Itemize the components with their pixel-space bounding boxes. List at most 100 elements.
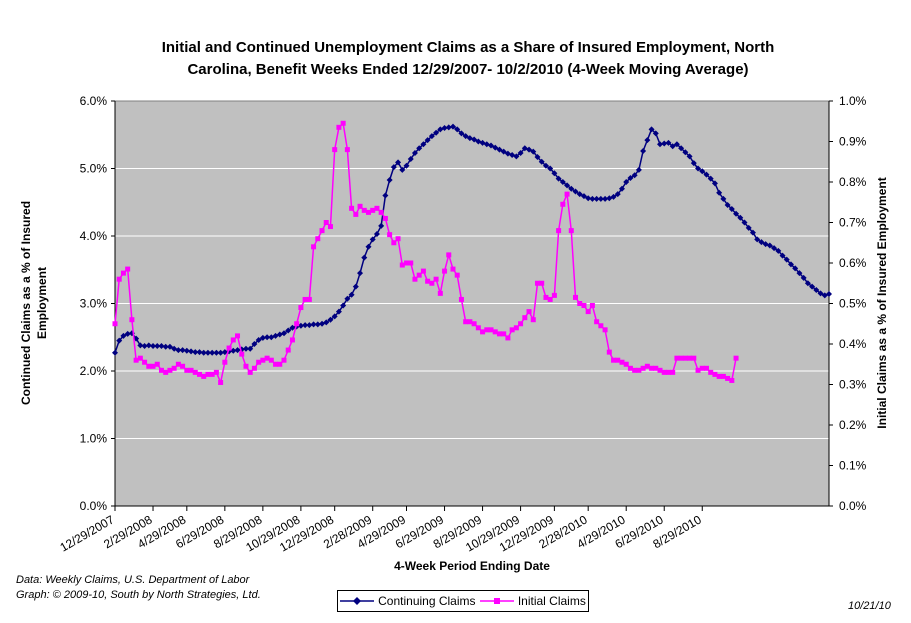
left-axis-tick-labels: 0.0% 1.0% 2.0% 3.0% 4.0% 5.0% 6.0% — [80, 94, 116, 513]
chart-legend: Continuing Claims Initial Claims — [337, 590, 589, 612]
date-stamp: 10/21/10 — [848, 600, 891, 612]
data-point — [441, 125, 448, 131]
left-axis-tick-label: 5.0% — [80, 162, 108, 176]
data-point — [217, 349, 224, 356]
right-axis-tick-label: 0.3% — [839, 378, 867, 392]
data-point — [686, 153, 693, 160]
data-point — [687, 355, 693, 361]
data-point — [251, 341, 258, 347]
data-point — [116, 337, 123, 344]
data-point — [395, 236, 401, 242]
data-point — [340, 302, 347, 309]
data-point — [513, 153, 520, 160]
data-point — [221, 349, 228, 356]
legend-label-continuing: Continuing Claims — [378, 594, 476, 608]
data-point — [690, 160, 697, 167]
data-point — [454, 272, 460, 278]
data-point — [619, 359, 625, 365]
data-point — [226, 345, 232, 351]
data-point — [615, 357, 621, 363]
data-point — [754, 236, 761, 243]
data-point — [125, 266, 131, 272]
data-point — [813, 287, 820, 293]
data-point — [682, 355, 688, 361]
data-point — [509, 327, 515, 333]
data-point — [298, 305, 304, 311]
data-point — [395, 159, 402, 166]
data-point — [442, 268, 448, 274]
data-point — [703, 365, 709, 371]
data-point — [154, 343, 161, 350]
data-point — [745, 224, 752, 231]
data-point — [213, 349, 220, 356]
data-point — [585, 195, 592, 202]
legend-item-initial-claims: Initial Claims — [479, 594, 586, 608]
data-point — [708, 369, 714, 375]
data-point — [234, 347, 241, 354]
data-point — [484, 327, 490, 333]
data-point — [335, 308, 342, 315]
chart-title-line-1: Initial and Continued Unemployment Claim… — [162, 39, 775, 56]
data-point — [390, 164, 397, 171]
right-axis-tick-label: 0.0% — [839, 499, 867, 513]
data-point — [319, 228, 325, 234]
data-point — [691, 355, 697, 361]
data-point — [433, 129, 440, 136]
data-point — [627, 174, 634, 181]
data-point — [433, 276, 439, 282]
data-point — [167, 367, 173, 373]
data-point — [729, 377, 735, 383]
data-point — [458, 130, 465, 137]
data-point — [230, 347, 237, 354]
data-point — [416, 272, 422, 278]
data-point — [501, 331, 507, 337]
data-point — [209, 349, 216, 356]
data-point — [598, 323, 604, 329]
data-point — [285, 347, 291, 353]
data-point — [361, 254, 368, 261]
data-point — [365, 243, 372, 250]
data-point — [661, 369, 667, 375]
left-axis-tick-label: 1.0% — [80, 432, 108, 446]
right-axis-tick-label: 0.4% — [839, 337, 867, 351]
data-point — [492, 329, 498, 335]
data-point — [239, 351, 245, 357]
right-axis-tick-label: 0.2% — [839, 418, 867, 432]
data-point — [247, 369, 253, 375]
data-point — [500, 148, 507, 155]
data-point — [594, 319, 600, 325]
data-point — [543, 294, 549, 300]
data-point — [297, 322, 304, 329]
data-point — [327, 224, 333, 230]
data-point — [420, 141, 427, 148]
data-point — [703, 171, 710, 178]
data-point — [787, 261, 794, 268]
data-point — [804, 280, 811, 287]
data-point — [800, 274, 807, 281]
data-point — [213, 369, 219, 375]
data-point — [302, 296, 308, 302]
data-point — [112, 349, 118, 356]
data-point — [294, 321, 300, 327]
data-point — [779, 252, 786, 259]
data-point — [196, 371, 202, 377]
right-axis-tick-label: 0.9% — [839, 135, 867, 149]
data-point — [404, 260, 410, 266]
data-point — [809, 283, 816, 290]
data-point — [711, 180, 718, 187]
data-point — [311, 244, 317, 250]
data-point — [670, 369, 676, 375]
right-axis-title: Initial Claims as a % of Insured Employm… — [875, 177, 889, 428]
data-point — [260, 357, 266, 363]
series-initial-claims — [112, 120, 739, 386]
data-point — [623, 361, 629, 367]
data-point — [733, 210, 740, 217]
data-point — [618, 185, 625, 192]
data-point — [534, 280, 540, 286]
data-point — [518, 321, 524, 327]
data-point — [652, 130, 659, 137]
data-point — [463, 319, 469, 325]
left-axis-tick-label: 6.0% — [80, 94, 108, 108]
data-point — [488, 327, 494, 333]
data-point — [428, 133, 435, 140]
